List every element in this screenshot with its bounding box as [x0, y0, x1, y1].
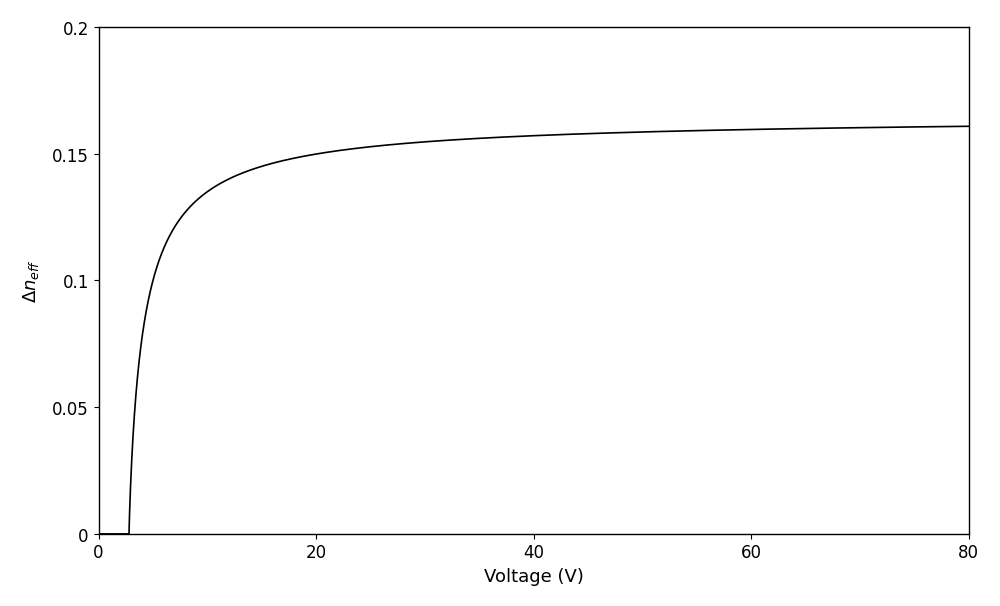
Y-axis label: $\Delta n_{eff}$: $\Delta n_{eff}$ — [21, 259, 41, 303]
X-axis label: Voltage (V): Voltage (V) — [484, 567, 584, 585]
